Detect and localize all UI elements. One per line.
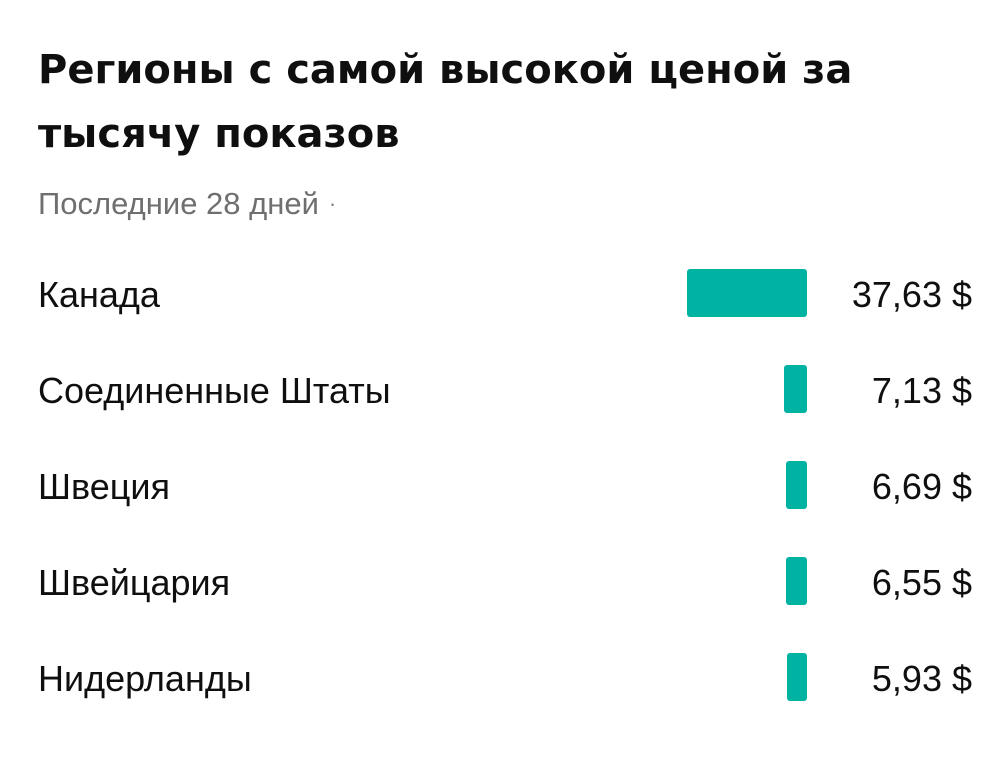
- bar-row: Соединенные Штаты 7,13 $: [0, 343, 1008, 439]
- bar-row: Швеция 6,69 $: [0, 439, 1008, 535]
- value-bar: [687, 269, 807, 317]
- chart-title: Регионы с самой высокой ценой за тысячу …: [38, 47, 853, 157]
- period-label: Последние 28 дней: [38, 186, 319, 221]
- region-label: Швеция: [38, 466, 170, 507]
- region-label: Канада: [38, 274, 160, 315]
- value-bar: [786, 557, 807, 605]
- region-label: Соединенные Штаты: [38, 370, 391, 411]
- value-label: 6,55 $: [871, 562, 972, 603]
- value-label: 7,13 $: [871, 370, 972, 411]
- bar-row: Швейцария 6,55 $: [0, 535, 1008, 631]
- value-label: 37,63 $: [851, 274, 972, 315]
- period-row: Последние 28 дней ·: [38, 184, 336, 224]
- region-label: Швейцария: [38, 562, 231, 603]
- value-label: 5,93 $: [871, 658, 972, 699]
- value-bar: [786, 461, 807, 509]
- bar-row: Нидерланды 5,93 $: [0, 631, 1008, 727]
- value-label: 6,69 $: [871, 466, 972, 507]
- bar-row: Канада 37,63 $: [0, 247, 1008, 343]
- value-bar: [787, 653, 807, 701]
- period-separator: ·: [328, 191, 337, 216]
- region-label: Нидерланды: [38, 658, 252, 699]
- value-bar: [784, 365, 807, 413]
